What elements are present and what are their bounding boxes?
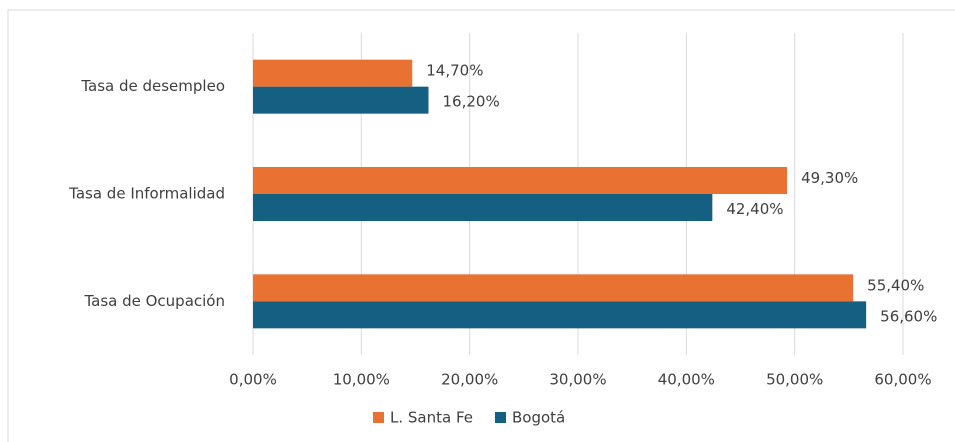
x-tick-label: 0,00% xyxy=(229,371,277,389)
legend-swatch xyxy=(373,412,384,423)
x-tick-label: 60,00% xyxy=(874,371,931,389)
x-tick-label: 40,00% xyxy=(658,371,715,389)
value-label: 49,30% xyxy=(801,169,858,187)
bar xyxy=(253,274,854,302)
bar xyxy=(253,86,429,114)
value-label: 14,70% xyxy=(426,62,483,80)
legend-label: Bogotá xyxy=(512,409,565,427)
value-label: 56,60% xyxy=(880,307,937,325)
legend-label: L. Santa Fe xyxy=(390,409,473,427)
legend-swatch xyxy=(495,412,506,423)
x-tick-label: 30,00% xyxy=(549,371,606,389)
value-label: 42,40% xyxy=(726,200,783,218)
x-tick-label: 50,00% xyxy=(766,371,823,389)
x-tick-label: 10,00% xyxy=(333,371,390,389)
x-tick-label: 20,00% xyxy=(441,371,498,389)
y-tick-label: Tasa de Ocupación xyxy=(83,292,225,310)
bar xyxy=(253,194,713,221)
value-label: 55,40% xyxy=(867,276,924,294)
bar xyxy=(253,301,867,329)
bar xyxy=(253,59,413,87)
y-tick-label: Tasa de Informalidad xyxy=(68,185,225,203)
bar xyxy=(253,167,788,194)
y-tick-label: Tasa de desempleo xyxy=(80,77,225,95)
chart-frame xyxy=(7,9,955,442)
value-label: 16,20% xyxy=(443,93,500,111)
